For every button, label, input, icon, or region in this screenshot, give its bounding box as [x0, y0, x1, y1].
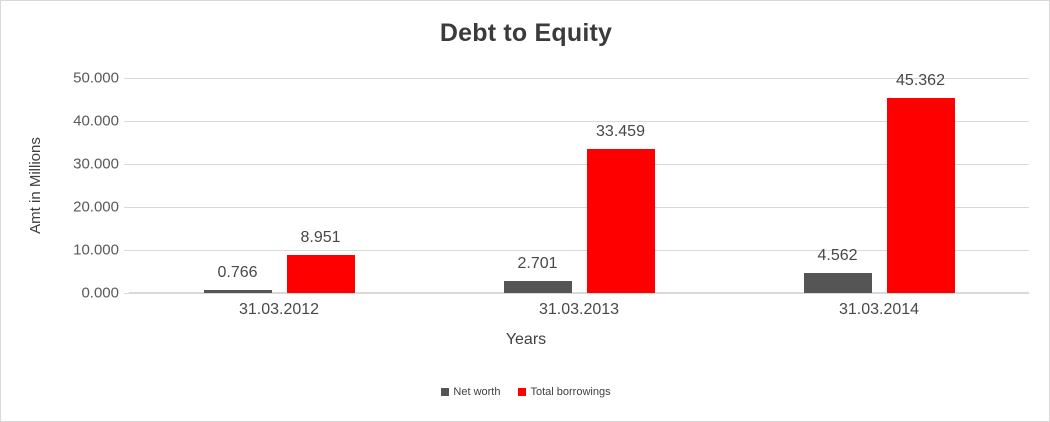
legend-label: Total borrowings: [530, 386, 611, 398]
y-axis-tick-label: 0.000: [81, 284, 119, 302]
gridline: [129, 164, 1029, 165]
gridline: [129, 293, 1029, 294]
bar-value-label: 0.766: [217, 263, 258, 281]
y-axis-tick-mark: [124, 293, 129, 294]
x-axis-title: Years: [505, 331, 547, 348]
bar-total-borrowings[interactable]: [586, 149, 655, 293]
y-axis-tick-mark: [124, 164, 129, 165]
y-axis-tick-label: 40.000: [73, 112, 119, 130]
chart-legend: Net worth Total borrowings: [1, 386, 1049, 398]
gridline: [129, 250, 1029, 251]
legend-swatch-icon: [518, 388, 527, 396]
y-axis-tick-label: 30.000: [73, 155, 119, 173]
y-axis-tick-mark: [124, 250, 129, 251]
bar-total-borrowings[interactable]: [286, 254, 355, 293]
x-axis-tick-label: 31.03.2013: [538, 301, 620, 318]
x-axis-tick-label: 31.03.2012: [238, 301, 320, 318]
chart-title: Debt to Equity: [439, 19, 613, 47]
legend-label: Net worth: [453, 386, 501, 398]
gridline: [129, 207, 1029, 208]
x-axis-tick-label: 31.03.2014: [838, 301, 920, 318]
y-axis-tick-label: 10.000: [73, 241, 119, 259]
bar-value-label: 2.701: [517, 255, 558, 273]
y-axis-tick-mark: [124, 207, 129, 208]
y-axis-tick-label: 50.000: [73, 69, 119, 87]
legend-item[interactable]: Total borrowings: [518, 386, 611, 398]
bar-value-label: 45.362: [896, 71, 945, 89]
gridline: [129, 78, 1029, 79]
bar-net-worth[interactable]: [203, 289, 272, 293]
bar-net-worth[interactable]: [803, 273, 872, 293]
bar-net-worth[interactable]: [503, 281, 572, 293]
bar-total-borrowings[interactable]: [886, 97, 955, 293]
gridline: [129, 121, 1029, 122]
y-axis-tick-mark: [124, 121, 129, 122]
legend-swatch-icon: [441, 388, 450, 396]
bar-value-label: 4.562: [817, 247, 858, 265]
y-axis-title: Amt in Millions: [25, 78, 45, 293]
x-axis-line: [129, 292, 1029, 293]
bar-value-label: 8.951: [300, 228, 341, 246]
legend-item[interactable]: Net worth: [441, 386, 500, 398]
plot-area: 0.000 10.000 20.000 30.000 40.000 50.000 0.76…: [73, 70, 1029, 302]
y-axis-title-label: Amt in Millions: [26, 137, 44, 234]
y-axis-tick-mark: [124, 78, 129, 79]
bar-value-label: 33.459: [596, 123, 645, 141]
y-axis-tick-label: 20.000: [73, 198, 119, 216]
